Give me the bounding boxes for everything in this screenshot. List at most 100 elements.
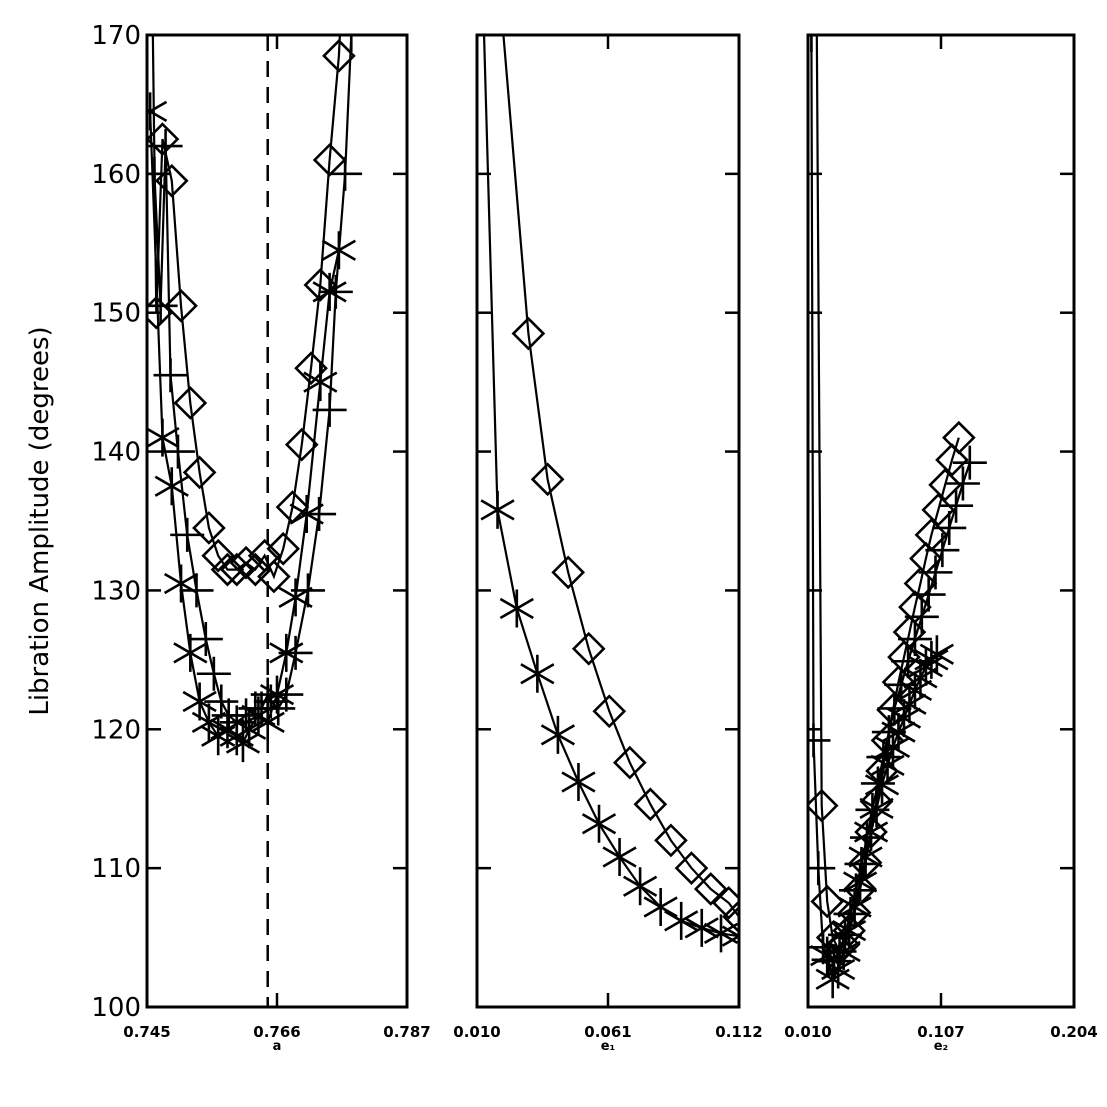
- y-tick-label: 150: [91, 299, 141, 329]
- x-tick-label: 0.010: [453, 1023, 500, 1041]
- x-tick-label: 0.107: [917, 1023, 964, 1041]
- data-point-asterisk: [250, 703, 285, 742]
- data-point-diamond: [266, 531, 301, 566]
- data-point-asterisk: [540, 715, 576, 754]
- data-point-asterisk: [864, 765, 900, 804]
- data-point-plus: [188, 622, 223, 657]
- data-point-asterisk: [886, 699, 922, 738]
- data-point-plus: [204, 684, 239, 719]
- data-point-diamond: [511, 316, 546, 351]
- data-marks: [147, 35, 369, 763]
- data-point-diamond: [210, 552, 245, 587]
- data-point-asterisk: [225, 724, 261, 763]
- data-point-diamond: [192, 511, 226, 545]
- data-point-asterisk: [684, 908, 719, 947]
- data-point-asterisk: [821, 950, 856, 989]
- data-point-diamond: [935, 443, 969, 477]
- data-point-asterisk: [147, 418, 180, 457]
- data-point-asterisk: [182, 682, 217, 721]
- y-tick-label: 140: [91, 438, 141, 468]
- data-point-asterisk: [278, 578, 313, 617]
- y-tick-label: 120: [91, 715, 141, 745]
- x-tick-label: 0.766: [253, 1023, 300, 1041]
- data-point-plus: [808, 723, 831, 758]
- data-point-asterisk: [561, 763, 596, 802]
- x-tick-labels: 0.010 0.107 0.204: [784, 1023, 1097, 1041]
- data-point-asterisk: [499, 589, 534, 628]
- x-axis-label: e₁: [601, 1039, 616, 1054]
- y-tick-label: 100: [91, 993, 141, 1023]
- data-point-plus: [318, 274, 353, 309]
- x-tick-label: 0.112: [715, 1023, 762, 1041]
- data-point-asterisk: [826, 932, 861, 971]
- data-point-diamond: [201, 538, 236, 573]
- x-tick-label: 0.787: [383, 1023, 430, 1041]
- data-point-asterisk: [163, 564, 199, 603]
- data-point-plus: [932, 510, 967, 545]
- data-point-diamond: [711, 886, 739, 920]
- data-point-diamond: [612, 745, 647, 780]
- data-point-asterisk: [232, 710, 267, 749]
- data-marks: [808, 35, 987, 999]
- y-tick-label: 110: [91, 854, 141, 884]
- data-point-asterisk: [154, 467, 189, 506]
- data-point-diamond: [693, 872, 728, 906]
- panel-semimajor-axis: 100 110 120 130 140 150 160 170 0.745 0.766 0.787…: [91, 21, 430, 1054]
- data-point-asterisk: [853, 813, 889, 852]
- data-point-asterisk: [919, 635, 954, 674]
- x-tick-label: 0.204: [1050, 1023, 1097, 1041]
- data-point-asterisk: [870, 746, 905, 785]
- data-point-plus: [904, 599, 939, 634]
- data-point-asterisk: [881, 713, 916, 752]
- y-axis-label: Libration Amplitude (degrees): [25, 326, 55, 715]
- data-point-plus: [952, 445, 987, 480]
- series-line-plus: [153, 35, 353, 724]
- y-tick-labels: 100 110 120 130 140 150 160 170: [91, 21, 141, 1023]
- data-point-asterisk: [173, 633, 208, 672]
- data-point-asterisk: [664, 901, 699, 940]
- panel-e1: 0.010 0.061 0.112 e₁: [453, 33, 763, 1054]
- data-point-diamond: [173, 386, 208, 420]
- data-marks: [480, 35, 739, 956]
- data-point-asterisk: [914, 640, 949, 679]
- data-point-asterisk: [312, 272, 347, 311]
- data-point-diamond: [164, 288, 198, 323]
- data-point-diamond: [147, 122, 180, 156]
- data-point-plus: [884, 667, 919, 702]
- x-axis-label: e₂: [934, 1039, 949, 1054]
- data-point-asterisk: [721, 917, 739, 956]
- data-point-diamond: [238, 552, 273, 587]
- data-point-diamond: [571, 631, 606, 666]
- data-point-plus: [160, 434, 195, 469]
- data-point-diamond: [592, 694, 627, 729]
- data-point-diamond: [654, 823, 688, 858]
- data-point-plus: [808, 35, 829, 52]
- x-tick-label: 0.061: [584, 1023, 631, 1041]
- data-point-diamond: [229, 545, 263, 580]
- x-tick-labels: 0.010 0.061 0.112: [453, 1023, 762, 1041]
- data-point-asterisk: [848, 838, 883, 877]
- data-point-asterisk: [842, 863, 878, 902]
- data-point-plus: [877, 691, 912, 726]
- data-point-plus: [925, 533, 960, 568]
- data-point-diamond: [551, 555, 586, 590]
- data-point-diamond: [674, 851, 709, 885]
- data-point-asterisk: [480, 490, 515, 529]
- data-point-diamond: [182, 455, 217, 490]
- series-line-asterisk: [149, 111, 340, 746]
- data-point-diamond: [941, 420, 976, 455]
- data-point-asterisk: [303, 363, 338, 402]
- data-point-asterisk: [321, 231, 357, 270]
- x-axis-label: a: [273, 1039, 282, 1054]
- data-point-diamond: [633, 787, 668, 822]
- x-tick-label: 0.745: [123, 1023, 170, 1041]
- data-point-asterisk: [259, 675, 295, 714]
- data-point-asterisk: [837, 888, 872, 927]
- y-tick-label: 130: [91, 576, 141, 606]
- data-point-diamond: [312, 143, 347, 177]
- data-point-asterisk: [520, 654, 555, 693]
- data-point-plus: [147, 156, 172, 191]
- data-point-asterisk: [269, 633, 304, 672]
- data-point-asterisk: [859, 789, 894, 828]
- data-point-diamond: [284, 427, 319, 462]
